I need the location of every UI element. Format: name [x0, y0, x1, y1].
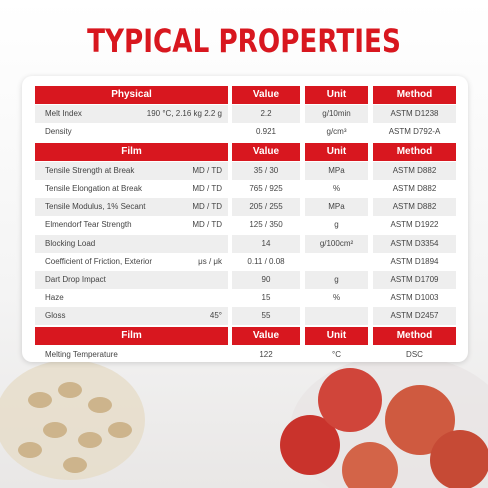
method-cell: ASTM D882 [392, 184, 437, 193]
unit-cell: MPa [305, 198, 368, 217]
header-cell: Method [373, 86, 456, 104]
header-cell: Unit [305, 326, 368, 345]
unit-cell: °C [332, 349, 341, 359]
unit-cell: g/cm³ [326, 127, 347, 137]
unit-cell: MPa [305, 161, 368, 180]
unit-cell: % [332, 293, 341, 303]
value-cell: 2.2 [232, 105, 300, 124]
value-cell: 205 / 255 [232, 198, 300, 217]
value-cell: 90 [232, 271, 300, 289]
condition: MD / TD [192, 202, 222, 212]
condition: MD / TD [192, 220, 222, 230]
property-cell: Blocking Load [35, 234, 228, 253]
value-cell: 765 / 925 [249, 184, 283, 193]
property-cell: Melt Index [35, 105, 228, 124]
unit-cell [305, 307, 368, 326]
header-cell: Physical [35, 86, 228, 104]
unit-cell: g [334, 220, 339, 230]
method-cell: ASTM D1238 [373, 105, 456, 124]
condition: 190 °C, 2.16 kg 2.2 g [146, 109, 222, 119]
property-cell: Tensile Elongation at Break [45, 184, 142, 193]
header-cell: Unit [305, 142, 368, 161]
unit-cell: g/100cm² [305, 234, 368, 253]
value-cell: 15 [261, 293, 271, 303]
header-cell: Value [232, 142, 300, 161]
header-cell: Method [373, 142, 456, 161]
value-cell: 122 [259, 349, 273, 359]
method-cell: ASTM D1003 [390, 293, 439, 303]
method-cell: ASTM D3354 [373, 234, 456, 253]
value-cell: 55 [232, 307, 300, 326]
value-cell: 14 [232, 234, 300, 253]
method-cell: ASTM D1894 [390, 256, 439, 266]
value-cell: 0.921 [255, 127, 277, 137]
method-cell: ASTM D882 [373, 198, 456, 217]
unit-cell: % [332, 184, 341, 193]
value-cell: 125 / 350 [249, 220, 283, 230]
condition: 45° [209, 311, 222, 321]
property-cell: Haze [45, 293, 64, 303]
property-cell: Melting Temperature [45, 349, 118, 359]
properties-table: Physical Value Unit Method Melt Index 190 °C,… [22, 76, 468, 362]
method-cell: ASTM D2457 [373, 307, 456, 326]
method-cell: ASTM D1922 [390, 220, 439, 230]
property-cell: Gloss [35, 307, 228, 326]
property-cell: Dart Drop Impact [35, 271, 228, 289]
header-cell: Value [232, 86, 300, 104]
method-cell: DSC [406, 349, 423, 359]
header-cell: Method [373, 326, 456, 345]
unit-cell: g [305, 271, 368, 289]
method-cell: ASTM D1709 [373, 271, 456, 289]
header-cell: Film [35, 326, 228, 345]
condition: μs / μk [198, 256, 222, 266]
property-cell: Tensile Modulus, 1% Secant [35, 198, 228, 217]
condition: MD / TD [192, 165, 222, 175]
value-cell: 35 / 30 [232, 161, 300, 180]
unit-cell [305, 253, 368, 271]
property-cell: Elmendorf Tear Strength [45, 220, 132, 230]
header-cell: Unit [305, 86, 368, 104]
condition: MD / TD [192, 184, 222, 193]
unit-cell: g/10min [305, 105, 368, 124]
header-cell: Film [35, 142, 228, 161]
header-cell: Value [232, 326, 300, 345]
property-cell: Density [45, 127, 72, 137]
value-cell: 0.11 / 0.08 [247, 256, 285, 266]
title: TYPICAL PROPERTIES [87, 22, 401, 60]
method-cell: ASTM D882 [373, 161, 456, 180]
method-cell: ASTM D792-A [388, 127, 441, 137]
property-cell: Tensile Strength at Break [35, 161, 228, 180]
property-cell: Coefficient of Friction, Exterior [45, 256, 153, 266]
